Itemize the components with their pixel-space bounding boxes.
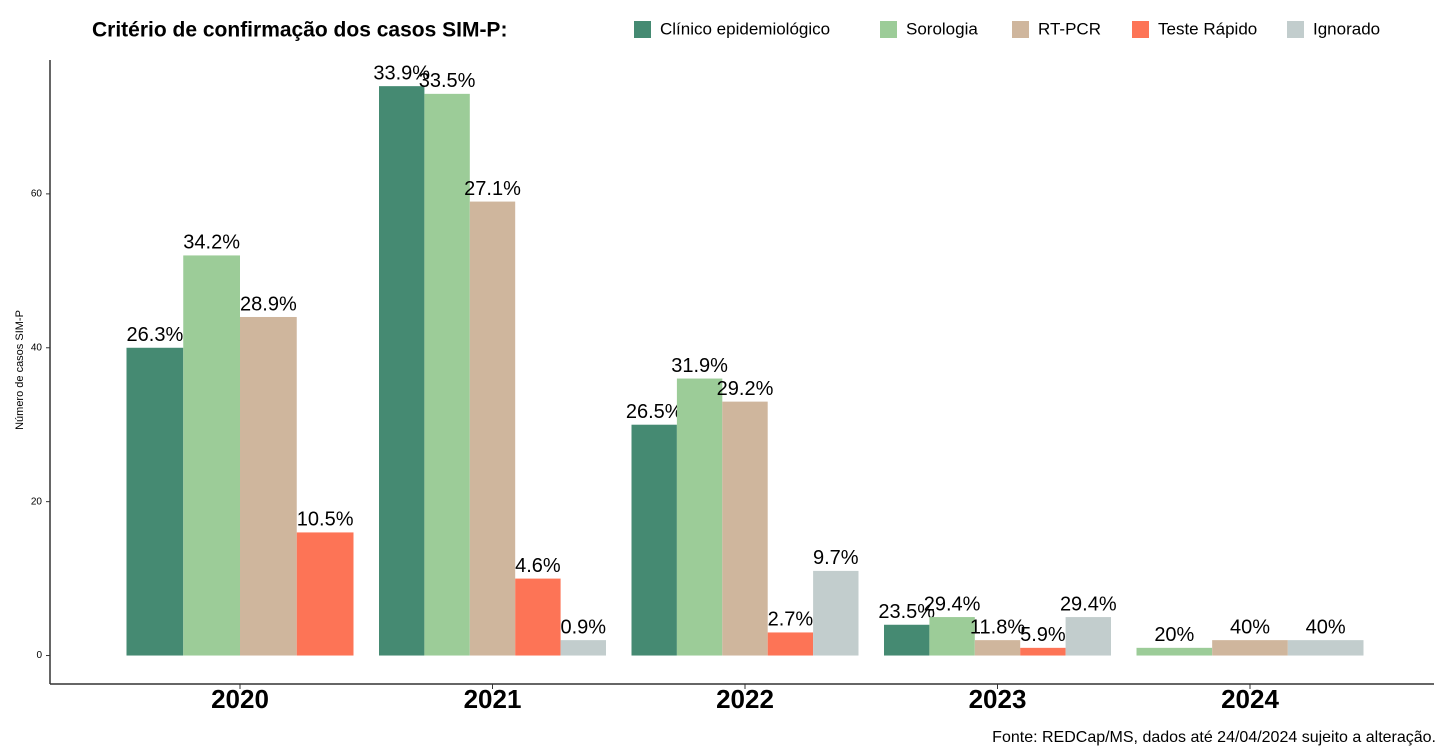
bar	[676, 378, 723, 656]
bar	[240, 316, 297, 656]
bar	[1020, 647, 1066, 656]
data-label: 2.7%	[768, 609, 814, 631]
data-label: 29.4%	[1060, 593, 1117, 615]
data-label: 26.5%	[626, 401, 683, 423]
chart-title: Critério de confirmação dos casos SIM-P:	[92, 19, 507, 42]
data-label: 31.9%	[671, 355, 728, 377]
bar	[1212, 640, 1288, 656]
data-label: 29.2%	[717, 378, 774, 400]
data-label: 28.9%	[240, 293, 297, 315]
legend-swatch	[634, 21, 651, 38]
bar	[560, 640, 606, 656]
bar	[767, 632, 814, 656]
bar	[424, 93, 470, 656]
bar	[974, 640, 1021, 656]
y-tick-label: 20	[31, 496, 43, 507]
data-label: 34.2%	[183, 232, 240, 254]
y-tick-label: 60	[31, 189, 43, 200]
data-label: 23.5%	[878, 601, 935, 623]
bar	[1136, 647, 1213, 656]
legend-label: RT-PCR	[1038, 19, 1101, 38]
bar	[515, 578, 561, 656]
legend-label: Sorologia	[906, 19, 978, 38]
bar	[1065, 617, 1111, 656]
bar	[469, 201, 516, 656]
legend-swatch	[1012, 21, 1029, 38]
bar	[884, 624, 930, 656]
bar	[296, 532, 354, 656]
data-label: 10.5%	[297, 509, 354, 531]
data-label: 26.3%	[127, 324, 184, 346]
bar	[1287, 640, 1364, 656]
legend-label: Teste Rápido	[1158, 19, 1257, 38]
data-label: 20%	[1154, 624, 1194, 646]
legend-swatch	[880, 21, 897, 38]
data-label: 27.1%	[464, 178, 521, 200]
bar	[126, 347, 184, 656]
bar	[813, 570, 859, 656]
data-label: 9.7%	[813, 547, 859, 569]
bar	[631, 424, 677, 656]
data-label: 29.4%	[924, 593, 981, 615]
data-label: 5.9%	[1020, 624, 1066, 646]
data-label: 11.8%	[970, 616, 1025, 638]
data-label: 4.6%	[515, 555, 561, 577]
y-tick-label: 0	[36, 650, 42, 661]
legend-label: Clínico epidemiológico	[660, 19, 830, 38]
caption: Fonte: REDCap/MS, dados até 24/04/2024 s…	[992, 729, 1436, 746]
legend-swatch	[1287, 21, 1304, 38]
legend-swatch	[1132, 21, 1149, 38]
bar	[379, 86, 425, 656]
data-label: 33.5%	[419, 70, 476, 92]
data-label: 40%	[1306, 616, 1346, 638]
y-axis-label: Número de casos SIM-P	[14, 310, 26, 430]
data-label: 33.9%	[373, 62, 430, 84]
y-tick-label: 40	[31, 342, 43, 353]
bar	[722, 401, 768, 656]
data-label: 40%	[1230, 616, 1270, 638]
data-label: 0.9%	[561, 616, 607, 638]
bar	[929, 617, 975, 656]
bar	[183, 255, 240, 656]
legend-label: Ignorado	[1313, 19, 1380, 38]
